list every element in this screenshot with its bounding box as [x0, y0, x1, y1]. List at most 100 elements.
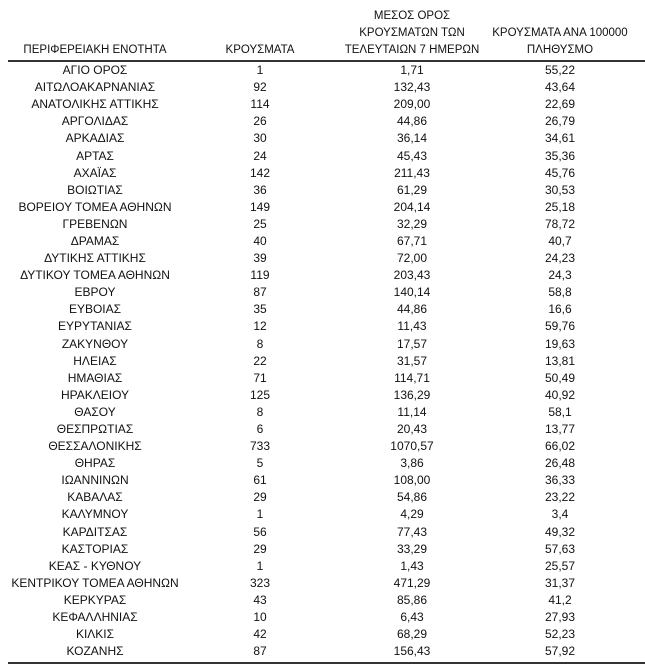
per-100k-cell: 31,37	[544, 575, 576, 590]
table-row: ΚΑΡΔΙΤΣΑΣ 56 77,43 49,32	[8, 524, 634, 541]
cases-cell: 71	[253, 370, 267, 385]
avg-7-days-cell: 204,14	[393, 199, 431, 214]
table-row: ΘΗΡΑΣ 5 3,86 26,48	[8, 455, 634, 472]
per-100k-cell: 66,02	[544, 439, 576, 454]
per-100k-cell: 58,1	[548, 404, 572, 419]
region-cell: ΔΥΤΙΚΟΥ ΤΟΜΕΑ ΑΘΗΝΩΝ	[20, 268, 170, 283]
region-cell: ΑΧΑΪΑΣ	[73, 165, 117, 180]
cases-cell: 22	[253, 353, 267, 368]
per-100k-cell: 40,7	[548, 233, 572, 248]
avg-7-days-cell: 45,43	[396, 148, 428, 163]
cases-cell: 40	[253, 233, 267, 248]
per-100k-cell: 13,77	[544, 422, 576, 437]
avg-7-days-cell: 32,29	[396, 216, 428, 231]
avg-7-days-cell: 136,29	[393, 387, 431, 402]
per-100k-cell: 57,92	[544, 644, 576, 659]
region-cell: ΚΑΣΤΟΡΙΑΣ	[61, 541, 129, 556]
cases-cell: 56	[253, 524, 267, 539]
header-per-100k: ΚΡΟΥΣΜΑΤΑ ΑΝΑ 100000 ΠΛΗΘΥΣΜΟ	[486, 25, 634, 59]
region-cell: ΚΕΝΤΡΙΚΟΥ ΤΟΜΕΑ ΑΘΗΝΩΝ	[11, 575, 179, 590]
cases-cell: 29	[253, 541, 267, 556]
table-row: ΓΡΕΒΕΝΩΝ 25 32,29 78,72	[8, 216, 634, 233]
table-row: ΒΟΙΩΤΙΑΣ 36 61,29 30,53	[8, 182, 634, 199]
cases-cell: 35	[253, 302, 267, 317]
avg-7-days-cell: 44,86	[396, 302, 428, 317]
per-100k-cell: 34,61	[544, 131, 576, 146]
per-100k-cell: 27,93	[544, 610, 576, 625]
table-row: ΘΕΣΠΡΩΤΙΑΣ 6 20,43 13,77	[8, 421, 634, 438]
per-100k-cell: 40,92	[544, 387, 576, 402]
per-100k-cell: 25,57	[544, 558, 576, 573]
table-body: ΑΓΙΟ ΟΡΟΣ 1 1,71 55,22 ΑΙΤΩΛΟΑΚΑΡΝΑΝΙΑΣ 92 132…	[8, 62, 634, 660]
header-avg-line2: ΚΡΟΥΣΜΑΤΩΝ ΤΩΝ	[359, 27, 465, 39]
table-row: ΚΟΖΑΝΗΣ 87 156,43 57,92	[8, 643, 634, 660]
region-cell: ΗΡΑΚΛΕΙΟΥ	[60, 387, 130, 402]
avg-7-days-cell: 211,43	[394, 165, 430, 180]
avg-7-days-cell: 36,14	[396, 131, 428, 146]
per-100k-cell: 57,63	[544, 541, 576, 556]
region-cell: ΚΕΡΚΥΡΑΣ	[63, 592, 127, 607]
cases-cell: 42	[253, 627, 267, 642]
cases-cell: 142	[249, 165, 271, 180]
region-cell: ΑΡΓΟΛΙΔΑΣ	[61, 114, 129, 129]
region-cell: ΚΑΒΑΛΑΣ	[67, 490, 123, 505]
table-row: ΒΟΡΕΙΟΥ ΤΟΜΕΑ ΑΘΗΝΩΝ 149 204,14 25,18	[8, 199, 634, 216]
region-cell: ΚΑΛΥΜΝΟΥ	[61, 507, 129, 522]
table-row: ΔΥΤΙΚΟΥ ΤΟΜΕΑ ΑΘΗΝΩΝ 119 203,43 24,3	[8, 267, 634, 284]
header-per100k-line2: ΠΛΗΘΥΣΜΟ	[526, 44, 594, 56]
cases-cell: 39	[253, 251, 267, 266]
table-row: ΚΕΑΣ - ΚΥΘΝΟΥ 1 1,43 25,57	[8, 558, 634, 575]
region-cell: ΒΟΙΩΤΙΑΣ	[67, 182, 123, 197]
per-100k-cell: 35,36	[544, 148, 576, 163]
avg-7-days-cell: 44,86	[396, 114, 428, 129]
avg-7-days-cell: 11,43	[397, 319, 427, 334]
per-100k-cell: 26,48	[544, 456, 576, 471]
avg-7-days-cell: 3,86	[400, 456, 424, 471]
region-cell: ΑΝΑΤΟΛΙΚΗΣ ΑΤΤΙΚΗΣ	[31, 97, 159, 112]
region-cell: ΚΕΦΑΛΛΗΝΙΑΣ	[52, 610, 138, 625]
table-row: ΚΑΣΤΟΡΙΑΣ 29 33,29 57,63	[8, 541, 634, 558]
table-row: ΑΙΤΩΛΟΑΚΑΡΝΑΝΙΑΣ 92 132,43 43,64	[8, 79, 634, 96]
cases-cell: 61	[253, 473, 267, 488]
avg-7-days-cell: 4,29	[400, 507, 424, 522]
region-cell: ΘΗΡΑΣ	[74, 456, 116, 471]
cases-cell: 119	[250, 268, 270, 283]
region-cell: ΗΜΑΘΙΑΣ	[67, 370, 123, 385]
per-100k-cell: 24,23	[544, 251, 576, 266]
per-100k-cell: 55,22	[544, 63, 576, 78]
table-header: ΠΕΡΙΦΕΡΕΙΑΚΗ ΕΝΟΤΗΤΑ ΚΡΟΥΣΜΑΤΑ ΜΕΣΟΣ ΟΡΟ…	[8, 0, 645, 62]
table-row: ΑΓΙΟ ΟΡΟΣ 1 1,71 55,22	[8, 62, 634, 79]
table-row: ΑΡΤΑΣ 24 45,43 35,36	[8, 147, 634, 164]
avg-7-days-cell: 20,43	[396, 422, 428, 437]
region-cell: ΚΕΑΣ - ΚΥΘΝΟΥ	[48, 558, 142, 573]
per-100k-cell: 58,8	[548, 285, 572, 300]
header-cases: ΚΡΟΥΣΜΑΤΑ	[225, 44, 295, 56]
cases-cell: 6	[256, 422, 264, 437]
region-cell: ΘΕΣΠΡΩΤΙΑΣ	[56, 422, 134, 437]
per-100k-cell: 3,4	[551, 507, 569, 522]
table-row: ΙΩΑΝΝΙΝΩΝ 61 108,00 36,33	[8, 472, 634, 489]
avg-7-days-cell: 68,29	[396, 627, 428, 642]
table-row: ΚΑΛΥΜΝΟΥ 1 4,29 3,4	[8, 506, 634, 523]
region-cell: ΑΡΤΑΣ	[76, 148, 114, 163]
header-avg-7-days: ΜΕΣΟΣ ΟΡΟΣ ΚΡΟΥΣΜΑΤΩΝ ΤΩΝ ΤΕΛΕΥΤΑΙΩΝ 7 Η…	[338, 8, 486, 59]
avg-7-days-cell: 17,57	[396, 336, 428, 351]
cases-cell: 10	[253, 610, 267, 625]
per-100k-cell: 49,32	[544, 524, 576, 539]
table-row: ΗΡΑΚΛΕΙΟΥ 125 136,29 40,92	[8, 387, 634, 404]
cases-cell: 114	[250, 97, 270, 112]
avg-7-days-cell: 471,29	[393, 575, 431, 590]
table-row: ΚΕΝΤΡΙΚΟΥ ΤΟΜΕΑ ΑΘΗΝΩΝ 323 471,29 31,37	[8, 575, 634, 592]
avg-7-days-cell: 33,29	[396, 541, 428, 556]
avg-7-days-cell: 1070,57	[390, 439, 434, 454]
cases-cell: 125	[249, 387, 271, 402]
cases-cell: 1	[256, 558, 264, 573]
cases-cell: 87	[253, 285, 267, 300]
avg-7-days-cell: 67,71	[396, 233, 428, 248]
region-cell: ΔΥΤΙΚΗΣ ΑΤΤΙΚΗΣ	[44, 251, 146, 266]
per-100k-cell: 23,22	[544, 490, 576, 505]
table-row: ΔΥΤΙΚΗΣ ΑΤΤΙΚΗΣ 39 72,00 24,23	[8, 250, 634, 267]
header-avg-line1: ΜΕΣΟΣ ΟΡΟΣ	[373, 10, 451, 22]
table-row: ΘΕΣΣΑΛΟΝΙΚΗΣ 733 1070,57 66,02	[8, 438, 634, 455]
cases-cell: 8	[256, 404, 264, 419]
